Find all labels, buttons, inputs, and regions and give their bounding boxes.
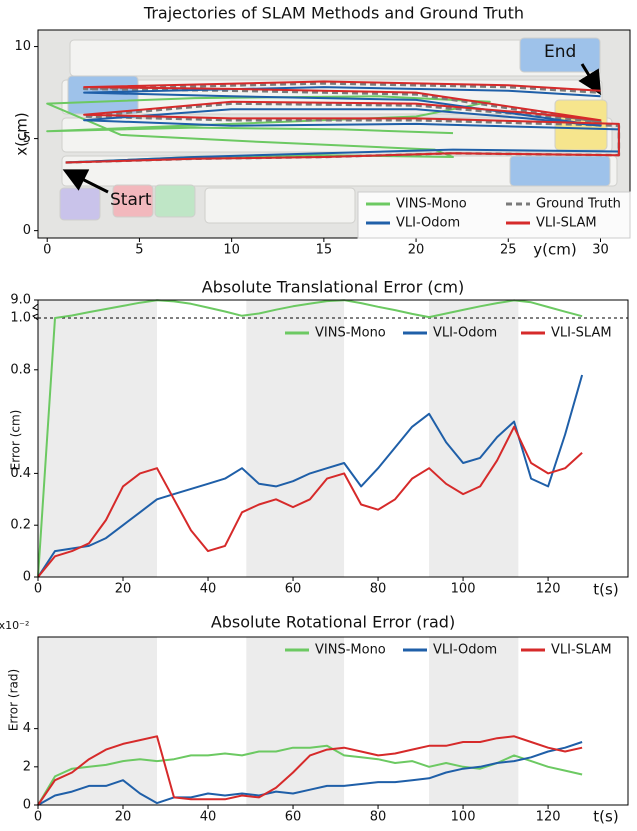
shaded-span <box>429 637 519 805</box>
y-axis-label: x(cm) <box>13 112 31 155</box>
legend-label: VLI-Odom <box>396 216 460 231</box>
x-tick-label: 20 <box>115 582 132 597</box>
y-tick-label: 5 <box>23 131 31 146</box>
legend-label: VLI-SLAM <box>551 326 612 341</box>
end-arrow <box>578 63 602 96</box>
y-tick-label: 1.0 <box>10 311 31 326</box>
legend-label: VLI-Odom <box>433 326 497 341</box>
y-tick-label: 0 <box>23 798 31 813</box>
chart-title: Trajectories of SLAM Methods and Ground … <box>143 4 524 23</box>
chart-title: Absolute Rotational Error (rad) <box>211 613 455 632</box>
legend-label: VLI-SLAM <box>551 643 612 658</box>
x-tick-label: 100 <box>451 582 476 597</box>
shaded-span <box>246 637 345 805</box>
x-tick-label: 15 <box>316 243 333 258</box>
series-line <box>37 374 584 578</box>
x-tick-label: 100 <box>451 810 476 825</box>
shaded-span <box>429 300 519 577</box>
series-line <box>37 425 583 578</box>
y-axis-label: Error (rad) <box>7 669 21 731</box>
series-line <box>37 741 583 806</box>
x-tick-label: 40 <box>200 582 217 597</box>
series-line <box>37 735 583 806</box>
start-arrow <box>62 169 109 194</box>
x-tick-label: 60 <box>285 582 302 597</box>
x-tick-label: 120 <box>536 582 561 597</box>
shaded-span <box>246 300 345 577</box>
y-tick-label: 0 <box>23 223 31 238</box>
x-tick-label: 10 <box>223 243 240 258</box>
legend-box <box>357 191 631 239</box>
y-tick-label: 0.4 <box>10 466 31 481</box>
x-tick-label: 80 <box>370 810 387 825</box>
x-tick-label: 40 <box>200 810 217 825</box>
series-line <box>65 86 620 164</box>
x-axis-label: y(cm) <box>533 241 576 259</box>
plot-frame <box>37 636 629 806</box>
legend-label: Ground Truth <box>536 197 621 212</box>
legend-label: VINS-Mono <box>315 326 386 341</box>
y-tick-label: 4 <box>23 721 31 736</box>
annotation: End <box>544 42 576 62</box>
y-axis-label: Error (cm) <box>9 410 23 471</box>
x-tick-label: 20 <box>115 810 132 825</box>
x-tick-label: 30 <box>592 243 609 258</box>
legend-label: VLI-SLAM <box>536 216 597 231</box>
shaded-span <box>38 637 158 805</box>
x-tick-label: 0 <box>43 243 51 258</box>
shaded-span <box>38 300 158 577</box>
legend-label: VINS-Mono <box>315 643 386 658</box>
x-tick-label: 0 <box>34 810 42 825</box>
series-line <box>65 82 621 164</box>
x-tick-label: 0 <box>34 582 42 597</box>
legend-label: VLI-Odom <box>433 643 497 658</box>
y-tick-label: 9.0 <box>10 293 31 308</box>
y-multiplier: x10⁻² <box>0 619 29 632</box>
chart-title: Absolute Translational Error (cm) <box>202 278 464 297</box>
series-line <box>37 299 583 578</box>
x-tick-label: 5 <box>135 243 143 258</box>
x-tick-label: 80 <box>370 582 387 597</box>
plot-frame <box>37 29 631 239</box>
series-line <box>46 95 491 164</box>
y-tick-label: 0.8 <box>10 362 31 377</box>
plot-frame <box>37 299 629 578</box>
series-line <box>65 80 620 164</box>
x-tick-label: 20 <box>408 243 425 258</box>
x-axis-label: t(s) <box>593 581 618 599</box>
legend-label: VINS-Mono <box>396 197 467 212</box>
x-tick-label: 120 <box>536 810 561 825</box>
x-tick-label: 60 <box>285 810 302 825</box>
y-tick-label: 0.2 <box>10 518 31 533</box>
annotation: Start <box>110 190 152 210</box>
x-tick-label: 25 <box>500 243 517 258</box>
y-tick-label: 2 <box>23 759 31 774</box>
y-tick-label: 0 <box>23 570 31 585</box>
y-tick-label: 10 <box>14 39 31 54</box>
x-axis-label: t(s) <box>593 808 618 826</box>
